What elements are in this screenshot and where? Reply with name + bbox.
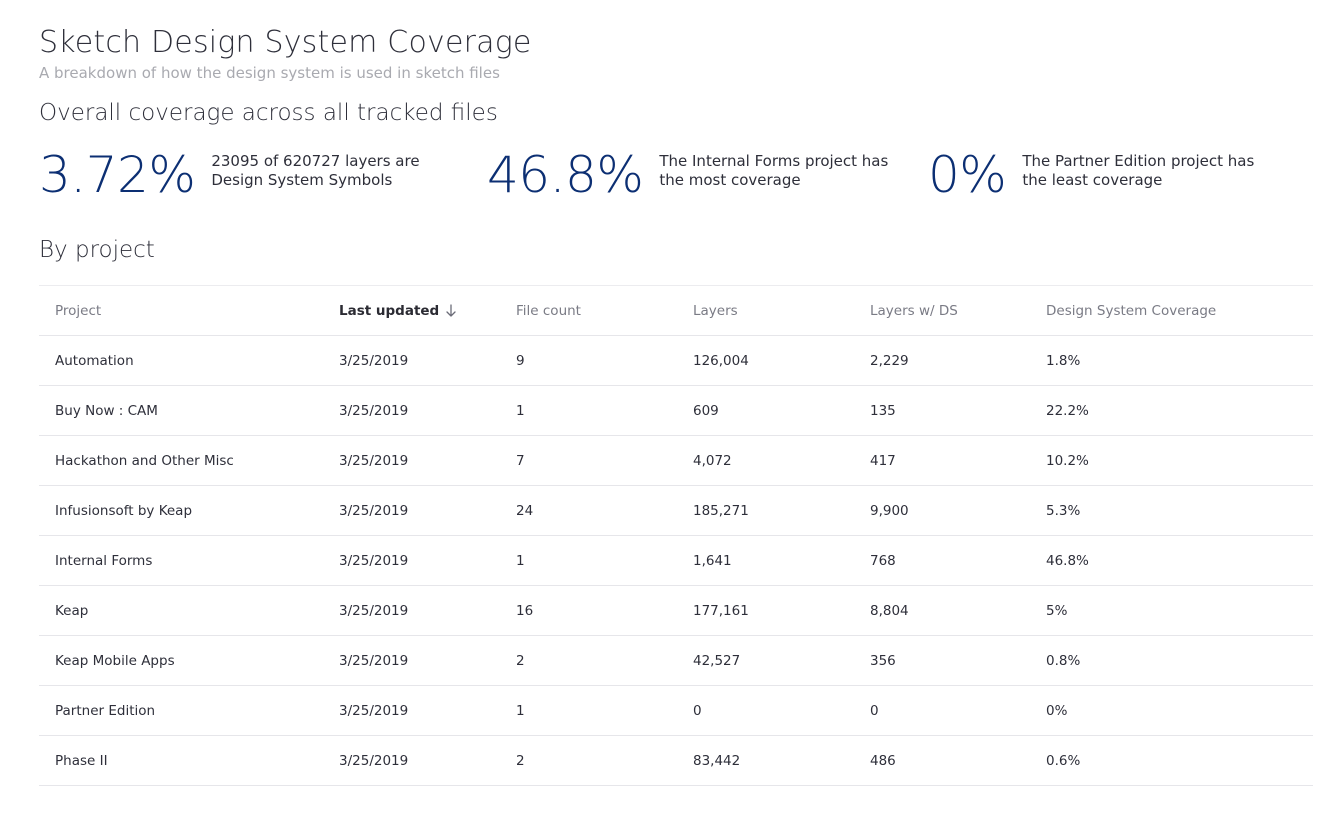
by-project-heading: By project [39, 237, 155, 263]
project-name: Automation [55, 352, 134, 369]
layers: 4,072 [693, 452, 732, 469]
stat-value: 46.8% [487, 146, 644, 204]
layers-with-ds: 135 [870, 402, 896, 419]
table-row: Partner Edition 3/25/2019 1 0 0 0% [39, 686, 1313, 736]
layers-with-ds: 8,804 [870, 602, 909, 619]
file-count: 16 [516, 602, 534, 619]
overall-coverage-heading: Overall coverage across all tracked file… [39, 100, 498, 126]
ds-coverage: 0% [1046, 702, 1068, 719]
ds-coverage: 1.8% [1046, 352, 1081, 369]
layers: 126,004 [693, 352, 749, 369]
file-count: 7 [516, 452, 525, 469]
last-updated: 3/25/2019 [339, 352, 409, 369]
layers: 0 [693, 702, 702, 719]
last-updated: 3/25/2019 [339, 702, 409, 719]
column-header-file-count[interactable]: File count [516, 302, 581, 319]
layers: 1,641 [693, 552, 732, 569]
ds-coverage: 22.2% [1046, 402, 1089, 419]
file-count: 1 [516, 702, 525, 719]
layers-with-ds: 0 [870, 702, 879, 719]
table-row: Keap 3/25/2019 16 177,161 8,804 5% [39, 586, 1313, 636]
file-count: 2 [516, 652, 525, 669]
ds-coverage: 5.3% [1046, 502, 1081, 519]
page-title: Sketch Design System Coverage [39, 25, 532, 60]
table-row: Phase II 3/25/2019 2 83,442 486 0.6% [39, 736, 1313, 786]
file-count: 2 [516, 752, 525, 769]
ds-coverage: 10.2% [1046, 452, 1089, 469]
table-row: Infusionsoft by Keap 3/25/2019 24 185,27… [39, 486, 1313, 536]
last-updated: 3/25/2019 [339, 552, 409, 569]
layers: 609 [693, 402, 719, 419]
file-count: 1 [516, 552, 525, 569]
table-row: Hackathon and Other Misc 3/25/2019 7 4,0… [39, 436, 1313, 486]
project-name: Infusionsoft by Keap [55, 502, 193, 519]
layers-with-ds: 417 [870, 452, 896, 469]
file-count: 9 [516, 352, 525, 369]
ds-coverage: 46.8% [1046, 552, 1089, 569]
stat-overall-coverage: 3.72% 23095 of 620727 layers are Design … [39, 144, 431, 206]
file-count: 1 [516, 402, 525, 419]
layers-with-ds: 9,900 [870, 502, 909, 519]
last-updated: 3/25/2019 [339, 652, 409, 669]
layers: 42,527 [693, 652, 741, 669]
layers: 185,271 [693, 502, 749, 519]
file-count: 24 [516, 502, 534, 519]
project-name: Phase II [55, 752, 108, 769]
table-header-row: Project Last updated File count Layers L… [39, 286, 1313, 336]
column-header-last-updated[interactable]: Last updated [323, 303, 500, 319]
table-row: Keap Mobile Apps 3/25/2019 2 42,527 356 … [39, 636, 1313, 686]
table-row: Buy Now : CAM 3/25/2019 1 609 135 22.2% [39, 386, 1313, 436]
project-name: Keap [55, 602, 89, 619]
last-updated: 3/25/2019 [339, 452, 409, 469]
stat-description: 23095 of 620727 layers are Design System… [211, 152, 420, 189]
layers: 83,442 [693, 752, 741, 769]
project-name: Internal Forms [55, 552, 153, 569]
last-updated: 3/25/2019 [339, 502, 409, 519]
project-name: Partner Edition [55, 702, 156, 719]
stat-least-coverage: 0% The Partner Edition project has the l… [928, 144, 1272, 206]
column-header-project[interactable]: Project [55, 302, 102, 319]
last-updated: 3/25/2019 [339, 752, 409, 769]
stat-most-coverage: 46.8% The Internal Forms project has the… [487, 144, 899, 206]
layers: 177,161 [693, 602, 749, 619]
column-header-layers-with-ds[interactable]: Layers w/ DS [870, 302, 958, 319]
column-header-layers[interactable]: Layers [693, 302, 738, 319]
project-name: Keap Mobile Apps [55, 652, 175, 669]
layers-with-ds: 356 [870, 652, 896, 669]
stat-value: 0% [928, 146, 1007, 204]
last-updated: 3/25/2019 [339, 402, 409, 419]
table-row: Automation 3/25/2019 9 126,004 2,229 1.8… [39, 336, 1313, 386]
layers-with-ds: 486 [870, 752, 896, 769]
table-row: Internal Forms 3/25/2019 1 1,641 768 46.… [39, 536, 1313, 586]
page-subtitle: A breakdown of how the design system is … [39, 64, 500, 82]
stat-description: The Internal Forms project has the most … [659, 152, 889, 189]
ds-coverage: 0.6% [1046, 752, 1081, 769]
column-header-ds-coverage[interactable]: Design System Coverage [1046, 302, 1217, 319]
arrow-down-icon [446, 303, 456, 317]
layers-with-ds: 2,229 [870, 352, 909, 369]
last-updated: 3/25/2019 [339, 602, 409, 619]
project-table: Project Last updated File count Layers L… [39, 285, 1313, 786]
project-name: Buy Now : CAM [55, 402, 158, 419]
ds-coverage: 0.8% [1046, 652, 1081, 669]
stat-description: The Partner Edition project has the leas… [1022, 152, 1255, 189]
project-name: Hackathon and Other Misc [55, 452, 234, 469]
layers-with-ds: 768 [870, 552, 896, 569]
ds-coverage: 5% [1046, 602, 1068, 619]
stat-value: 3.72% [39, 146, 196, 204]
column-header-label: Last updated [339, 302, 440, 319]
